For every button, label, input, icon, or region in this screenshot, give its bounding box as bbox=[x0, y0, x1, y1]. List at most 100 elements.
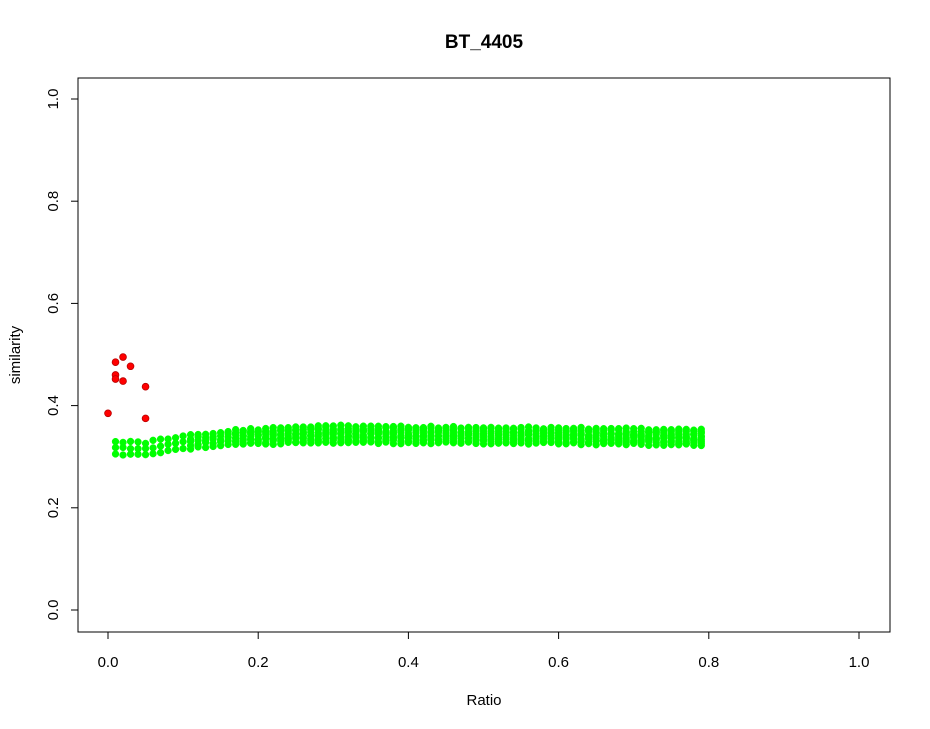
band-point bbox=[600, 425, 608, 433]
y-axis-label: similarity bbox=[7, 325, 24, 384]
band-point bbox=[675, 425, 683, 433]
band-point bbox=[224, 427, 232, 436]
band-point bbox=[217, 428, 225, 437]
band-point bbox=[494, 424, 503, 432]
band-point bbox=[367, 422, 375, 430]
band-point bbox=[592, 424, 600, 433]
band-point bbox=[262, 424, 270, 433]
band-point bbox=[630, 425, 638, 433]
band-point bbox=[269, 423, 277, 432]
data-points bbox=[104, 353, 705, 459]
band-point bbox=[464, 423, 473, 432]
band-point bbox=[524, 423, 533, 431]
band-point bbox=[389, 422, 398, 431]
band-point bbox=[472, 423, 480, 432]
y-tick-label: 0.6 bbox=[45, 293, 62, 314]
band-point bbox=[156, 435, 165, 443]
band-point bbox=[134, 438, 142, 446]
band-point bbox=[171, 434, 180, 442]
band-point bbox=[547, 423, 555, 432]
band-point bbox=[119, 438, 127, 447]
band-point bbox=[247, 425, 255, 433]
band-point bbox=[126, 445, 135, 453]
x-axis: 0.0 0.2 0.4 0.6 0.8 1.0 bbox=[98, 631, 870, 671]
high-similarity-point bbox=[119, 377, 127, 385]
band-point bbox=[322, 422, 330, 430]
high-similarity-point bbox=[141, 382, 150, 391]
band-point bbox=[442, 423, 450, 432]
band-point bbox=[119, 451, 127, 459]
chart-title: BT_4405 bbox=[445, 32, 524, 53]
band-point bbox=[314, 422, 322, 430]
band-point bbox=[352, 423, 360, 431]
band-point bbox=[164, 446, 172, 455]
y-tick-label: 0.0 bbox=[45, 600, 62, 621]
band-point bbox=[156, 442, 165, 450]
band-point bbox=[149, 444, 157, 452]
band-point bbox=[652, 426, 660, 434]
band-point bbox=[239, 426, 247, 435]
band-point bbox=[449, 422, 458, 431]
band-point bbox=[307, 423, 315, 431]
y-tick-label: 0.8 bbox=[45, 191, 62, 212]
y-tick-label: 0.2 bbox=[45, 497, 62, 518]
high-similarity-point bbox=[119, 353, 127, 361]
band-point bbox=[645, 426, 653, 434]
band-point bbox=[419, 423, 428, 432]
band-point bbox=[209, 429, 217, 438]
plot-area bbox=[77, 77, 891, 633]
band-point bbox=[284, 423, 292, 432]
band-point bbox=[517, 423, 525, 432]
band-point bbox=[359, 422, 367, 430]
band-point bbox=[682, 425, 690, 434]
x-tick-label: 0.4 bbox=[398, 654, 419, 671]
band-point bbox=[502, 424, 510, 432]
band-point bbox=[539, 425, 548, 433]
band-point bbox=[329, 422, 337, 430]
band-point bbox=[487, 423, 495, 432]
band-point bbox=[412, 424, 420, 432]
band-point bbox=[660, 425, 668, 434]
x-tick-label: 0.8 bbox=[698, 654, 719, 671]
band-point bbox=[615, 424, 623, 433]
band-point bbox=[697, 425, 705, 433]
band-point bbox=[607, 424, 615, 433]
high-similarity-point bbox=[104, 409, 112, 418]
x-tick-label: 1.0 bbox=[849, 654, 870, 671]
high-similarity-point bbox=[111, 375, 120, 383]
band-point bbox=[111, 437, 120, 446]
band-point bbox=[562, 424, 570, 433]
band-point bbox=[637, 424, 645, 432]
band-point bbox=[171, 445, 180, 454]
high-similarity-point bbox=[141, 414, 150, 423]
band-point bbox=[569, 424, 578, 433]
band-point bbox=[277, 424, 285, 432]
band-point bbox=[141, 451, 150, 459]
high-similarity-point bbox=[111, 358, 120, 366]
band-point bbox=[622, 424, 630, 432]
band-point bbox=[194, 430, 202, 439]
x-tick-label: 0.6 bbox=[548, 654, 569, 671]
band-point bbox=[254, 426, 262, 434]
band-point bbox=[509, 424, 518, 432]
band-point bbox=[126, 437, 135, 446]
x-axis-label: Ratio bbox=[466, 692, 501, 709]
band-point bbox=[232, 425, 240, 434]
band-point bbox=[156, 449, 165, 457]
band-point bbox=[299, 423, 307, 431]
band-point bbox=[532, 424, 540, 432]
band-point bbox=[457, 424, 465, 432]
band-point bbox=[111, 450, 120, 458]
band-point bbox=[374, 422, 383, 430]
band-point bbox=[427, 422, 435, 430]
band-point bbox=[667, 426, 675, 434]
band-point bbox=[337, 421, 345, 429]
band-point bbox=[201, 430, 210, 438]
band-point bbox=[404, 423, 413, 431]
x-tick-label: 0.0 bbox=[98, 654, 119, 671]
band-point bbox=[434, 424, 443, 432]
high-similarity-point bbox=[126, 362, 135, 371]
band-point bbox=[397, 422, 405, 430]
band-point bbox=[292, 423, 300, 431]
